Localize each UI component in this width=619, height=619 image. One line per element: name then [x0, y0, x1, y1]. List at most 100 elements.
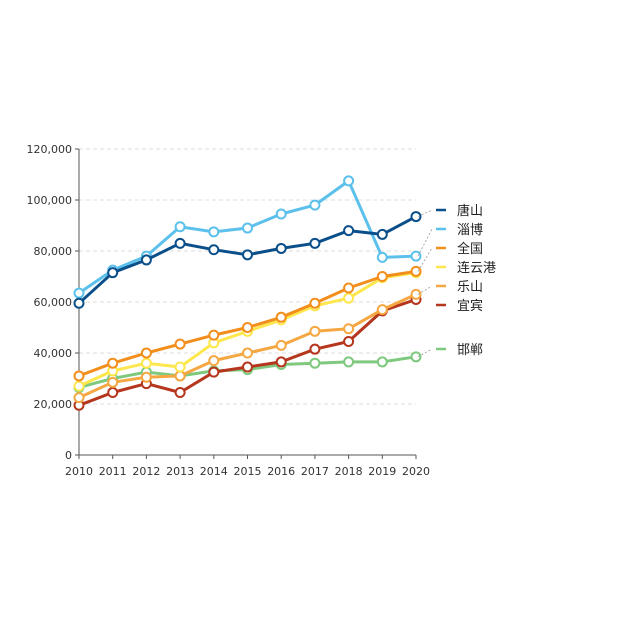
- series-6: [73, 293, 422, 411]
- legend-leader-line: [417, 209, 433, 217]
- x-tick-label: 2015: [234, 465, 262, 478]
- x-tick-label: 2011: [99, 465, 127, 478]
- data-point: [107, 267, 119, 279]
- data-point: [242, 222, 253, 234]
- data-point: [376, 251, 388, 263]
- data-point: [73, 392, 85, 404]
- data-point: [242, 361, 253, 373]
- x-tick-label: 2019: [368, 465, 396, 478]
- data-point: [343, 175, 355, 187]
- x-tick-label: 2017: [301, 465, 329, 478]
- data-point: [410, 351, 422, 363]
- legend-label: 全国: [457, 241, 483, 257]
- data-point: [343, 323, 355, 335]
- data-point: [140, 347, 152, 359]
- data-point: [309, 325, 321, 337]
- data-point: [309, 199, 321, 211]
- legend-label: 唐山: [457, 203, 483, 219]
- series-1: [73, 211, 422, 309]
- data-point: [343, 225, 355, 237]
- y-tick-label: 120,000: [27, 143, 73, 156]
- legend-item: 唐山: [417, 203, 483, 219]
- series-line: [78, 293, 417, 399]
- y-tick-label: 60,000: [34, 296, 73, 309]
- data-point: [275, 311, 287, 323]
- data-point: [208, 226, 220, 238]
- legend-item: 连云港: [436, 260, 496, 276]
- legend-item: 宜宾: [436, 298, 483, 314]
- series-lines: [73, 175, 422, 411]
- legend-label: 邯郸: [457, 343, 483, 358]
- data-point: [174, 237, 186, 249]
- data-point: [343, 336, 355, 348]
- data-point: [242, 249, 253, 261]
- series-3: [73, 265, 422, 382]
- y-tick-label: 80,000: [34, 245, 73, 258]
- x-tick-label: 2010: [65, 465, 93, 478]
- x-tick-label: 2020: [402, 465, 430, 478]
- data-point: [242, 347, 253, 359]
- data-point: [275, 339, 287, 351]
- legend-leader-line: [417, 228, 433, 257]
- legend-item: 邯郸: [417, 343, 483, 358]
- data-point: [73, 297, 85, 309]
- data-point: [309, 343, 321, 355]
- data-point: [275, 242, 287, 254]
- data-point: [174, 338, 186, 350]
- data-point: [174, 387, 186, 399]
- data-point: [107, 357, 119, 369]
- data-point: [140, 371, 152, 383]
- legend-label: 宜宾: [457, 298, 483, 314]
- data-point: [376, 228, 388, 240]
- legend-item: 全国: [417, 241, 483, 272]
- data-point: [107, 387, 119, 399]
- legend-leader-line: [417, 348, 433, 358]
- data-point: [208, 329, 220, 341]
- series-5: [73, 288, 422, 404]
- gridlines: [79, 148, 416, 405]
- data-point: [174, 221, 186, 233]
- data-point: [174, 370, 186, 382]
- data-point: [208, 355, 220, 367]
- x-tick-label: 2014: [200, 465, 228, 478]
- data-point: [275, 356, 287, 368]
- y-tick-label: 100,000: [27, 194, 73, 207]
- data-point: [376, 304, 388, 316]
- y-tick-label: 0: [65, 449, 72, 462]
- x-tick-label: 2013: [166, 465, 194, 478]
- x-tick-labels: 2010 2011 2012 2013 2014 2015 2016 2017 2018 2019…: [65, 455, 430, 478]
- series-line: [78, 179, 417, 295]
- data-point: [174, 361, 186, 373]
- data-point: [242, 322, 253, 333]
- legend-leader-line: [417, 247, 433, 272]
- data-point: [208, 244, 220, 256]
- x-tick-label: 2018: [335, 465, 363, 478]
- data-point: [309, 237, 321, 249]
- legend-label: 淄博: [457, 223, 483, 238]
- data-point: [410, 211, 422, 223]
- legend-label: 连云港: [457, 260, 496, 276]
- legend-label: 乐山: [457, 280, 483, 295]
- data-point: [410, 288, 422, 300]
- data-point: [376, 356, 388, 368]
- data-point: [309, 357, 321, 369]
- data-point: [275, 208, 287, 220]
- data-point: [376, 271, 388, 282]
- y-tick-label: 20,000: [34, 398, 73, 411]
- data-point: [140, 254, 152, 266]
- data-point: [343, 356, 355, 368]
- x-tick-label: 2012: [132, 465, 160, 478]
- data-point: [309, 297, 321, 309]
- data-point: [343, 282, 355, 294]
- data-point: [208, 366, 220, 378]
- data-point: [410, 265, 422, 277]
- data-point: [107, 376, 119, 388]
- x-tick-label: 2016: [267, 465, 295, 478]
- y-tick-label: 40,000: [34, 347, 73, 360]
- data-point: [343, 292, 355, 304]
- legend-item: 淄博: [417, 223, 483, 257]
- series-2: [73, 175, 422, 299]
- legend-item: 乐山: [417, 280, 483, 295]
